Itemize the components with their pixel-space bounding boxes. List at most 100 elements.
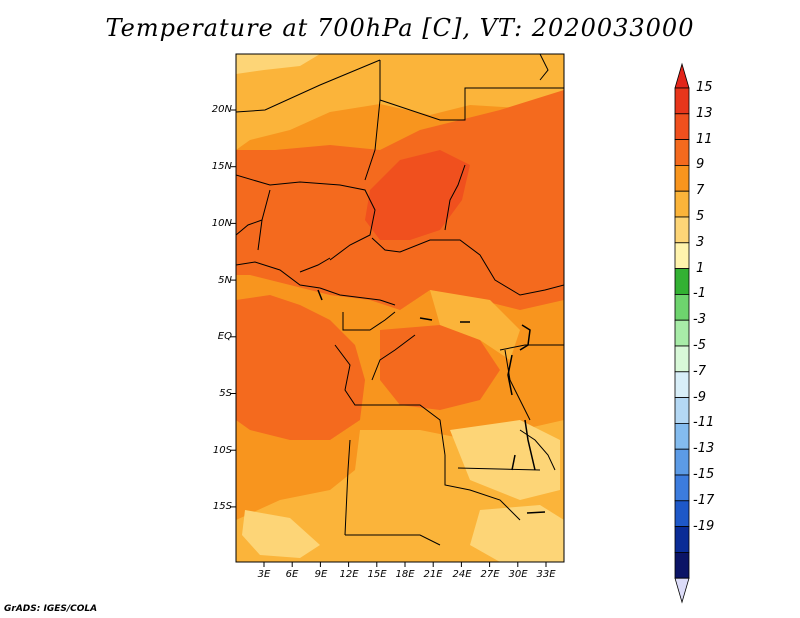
- colorbar-swatch: [674, 319, 690, 347]
- lon-tick-label: 3E: [257, 569, 271, 580]
- border-line: [236, 219, 263, 236]
- colorbar-swatch: [674, 164, 690, 192]
- colorbar-swatch: [674, 87, 690, 115]
- colorbar-swatch: [674, 448, 690, 476]
- colorbar-swatch: [674, 345, 690, 373]
- border-line: [371, 334, 416, 381]
- lon-tick-label: 24E: [452, 569, 472, 580]
- lon-tick-label: 6E: [285, 569, 299, 580]
- border-line: [236, 261, 321, 289]
- lake-outline: [419, 317, 433, 321]
- country-borders: [236, 54, 564, 546]
- field-congo-basin-11to13: [380, 325, 500, 410]
- colorbar-label: 3: [696, 234, 705, 250]
- lon-tick-label: 12E: [339, 569, 359, 580]
- colorbar-swatch: [674, 113, 690, 141]
- colorbar-swatch: [674, 397, 690, 424]
- field-southwest-patch-5to7: [242, 510, 320, 558]
- lon-tick-label: 18E: [395, 569, 415, 580]
- map-title: Temperature at 700hPa [C], VT: 202003300…: [105, 14, 695, 42]
- colorbar-label: -13: [693, 441, 715, 457]
- lat-tick-label: 5N: [218, 275, 232, 286]
- field-north-patch-5to7: [236, 54, 320, 74]
- lon-tick-label: 30E: [508, 569, 528, 580]
- colorbar-bottom-arrow: [674, 577, 690, 604]
- border-line: [344, 439, 351, 536]
- border-line: [457, 467, 541, 471]
- colorbar-label: 7: [696, 183, 705, 199]
- colorbar-label: -19: [693, 518, 715, 534]
- lake-outline: [317, 289, 323, 301]
- lakes-and-coasts: [317, 289, 546, 514]
- lon-tick-label: 15E: [367, 569, 387, 580]
- border-line: [504, 349, 531, 421]
- lon-tick-label: 9E: [314, 569, 328, 580]
- colorbar-top-arrow: [674, 62, 690, 89]
- colorbar-label: -9: [693, 389, 706, 405]
- lat-tick-label: 15S: [212, 501, 232, 512]
- colorbar-swatch: [674, 190, 690, 218]
- colorbar-label: -3: [693, 312, 706, 328]
- colorbar-swatch: [674, 371, 690, 398]
- colorbar-label: -17: [693, 492, 715, 508]
- lat-tick-label: 10N: [211, 218, 232, 229]
- field-hotspot-13to15: [365, 150, 470, 240]
- lake-outline: [526, 511, 546, 514]
- lat-tick-label: EQ: [217, 331, 232, 342]
- colorbar-swatch: [674, 500, 690, 527]
- field-southeast-patch-5to7: [470, 505, 564, 562]
- field-west-coast-11to13: [236, 295, 365, 440]
- border-line: [236, 174, 376, 261]
- border-line: [345, 534, 441, 546]
- lon-tick-label: 27E: [480, 569, 500, 580]
- colorbar-swatch: [674, 474, 690, 502]
- colorbar-swatch: [674, 526, 690, 553]
- colorbar-label: 5: [696, 209, 705, 224]
- colorbar-swatch: [674, 216, 690, 244]
- lake-outline: [511, 454, 516, 471]
- field-central-patch-7to9: [430, 290, 520, 360]
- colorbar-label: -7: [693, 363, 706, 379]
- border-line: [319, 287, 396, 306]
- software-credit: GrADS: IGES/COLA: [4, 604, 98, 614]
- border-line: [499, 344, 564, 351]
- colorbar-label: 1: [696, 260, 705, 276]
- colorbar-label: -1: [693, 286, 706, 302]
- lat-tick-label: 5S: [219, 388, 232, 399]
- lake-outline: [519, 324, 531, 351]
- colorbar-label: 11: [696, 131, 713, 147]
- colorbar-label: -5: [693, 338, 706, 353]
- colorbar-swatch: [674, 268, 690, 295]
- colorbar-swatch: [674, 139, 690, 166]
- latitude-tick-marks: [231, 109, 236, 508]
- colorbar-swatch: [674, 293, 690, 321]
- border-line: [299, 257, 331, 273]
- lat-tick-label: 10S: [212, 445, 232, 456]
- longitude-tick-marks: [263, 562, 547, 567]
- lon-tick-label: 33E: [536, 569, 556, 580]
- colorbar-label: 9: [696, 157, 705, 173]
- colorbar-label: 13: [696, 105, 713, 121]
- lat-tick-label: 20N: [211, 104, 232, 115]
- border-line: [334, 344, 446, 456]
- lat-tick-label: 15N: [211, 161, 232, 172]
- colorbar-label: 15: [696, 80, 713, 95]
- colorbar-swatch: [674, 552, 690, 579]
- colorbar-swatch: [674, 422, 690, 450]
- colorbar: [674, 62, 690, 604]
- border-line: [342, 311, 396, 331]
- field-north-band-7to9: [236, 54, 564, 150]
- colorbar-swatch: [674, 242, 690, 270]
- border-line: [364, 60, 381, 181]
- plot-frame: [235, 53, 565, 563]
- border-line: [539, 54, 549, 81]
- temperature-field: [236, 54, 564, 562]
- colorbar-label: -11: [693, 415, 715, 431]
- lake-outline: [524, 419, 536, 471]
- border-line: [379, 87, 564, 121]
- border-line: [444, 164, 466, 231]
- border-line: [444, 455, 521, 521]
- field-east-south-patch-5to7: [450, 420, 560, 500]
